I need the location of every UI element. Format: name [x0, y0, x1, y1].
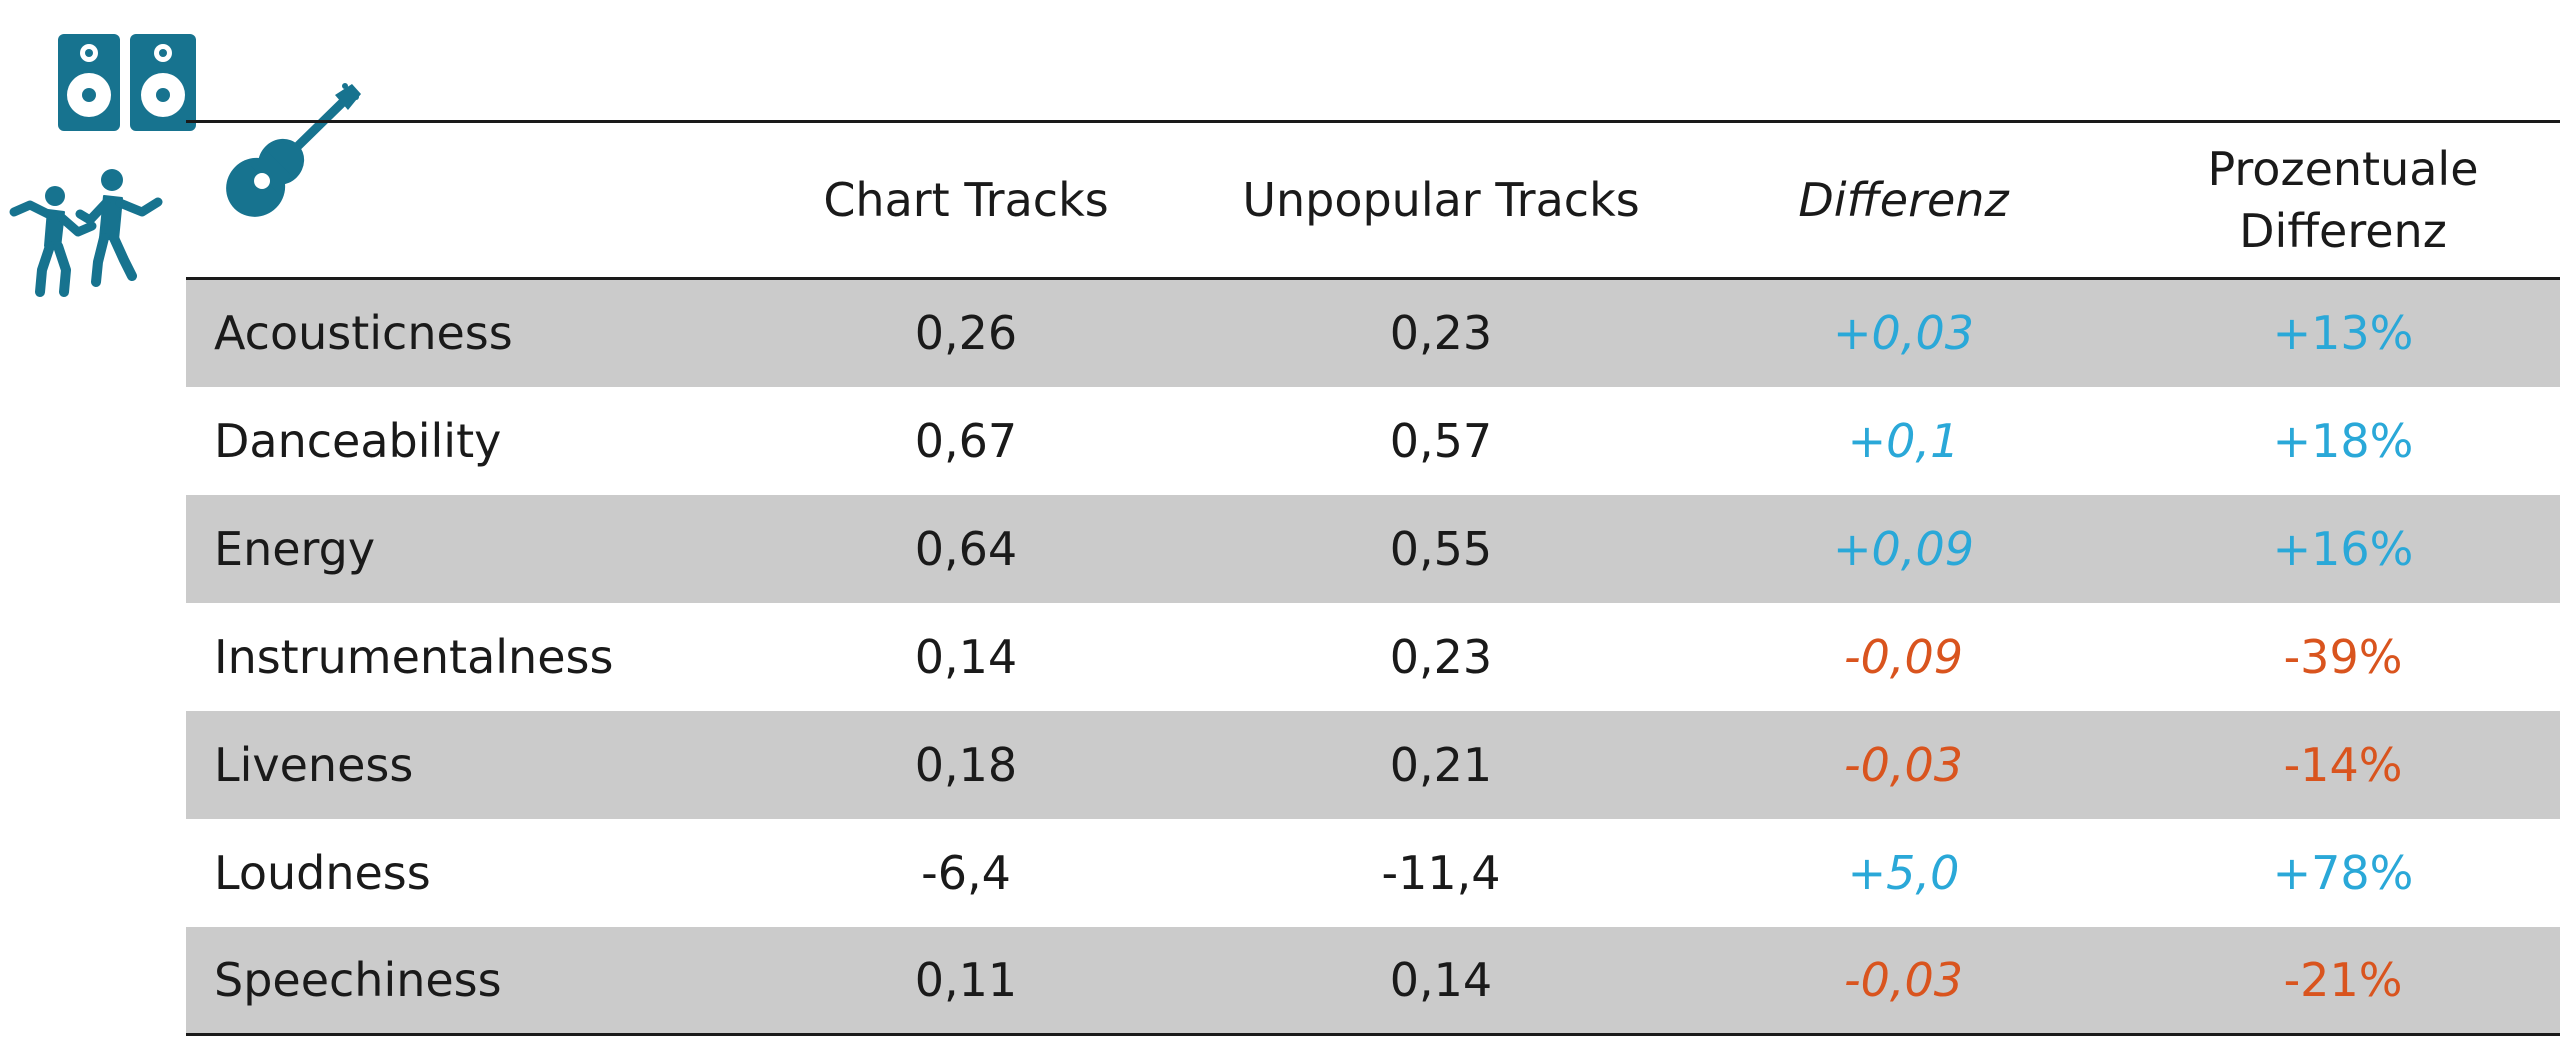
feature-label: Energy: [214, 521, 376, 576]
chart-tracks-value: -6,4: [921, 845, 1011, 900]
dancers-icon: [9, 169, 163, 297]
table-row: Liveness 0,18 0,21 -0,03 -14%: [186, 710, 2560, 819]
header-row: Chart Tracks Unpopular Tracks Differenz …: [186, 121, 2560, 279]
feature-label: Danceability: [214, 413, 502, 468]
unpopular-tracks-value: 0,55: [1389, 521, 1493, 576]
header-unpopular-tracks: Unpopular Tracks: [1242, 173, 1640, 227]
percent-difference-value: -21%: [2283, 952, 2403, 1007]
table-row: Danceability 0,67 0,57 +0,1 +18%: [186, 387, 2560, 495]
table-row: Energy 0,64 0,55 +0,09 +16%: [186, 494, 2560, 603]
difference-value: -0,03: [1843, 737, 1964, 792]
guitar-icon: [226, 83, 361, 217]
percent-difference-value: +13%: [2272, 306, 2414, 361]
percent-difference-value: +78%: [2272, 845, 2414, 900]
table-body: Acousticness 0,26 0,23 +0,03 +13% Danceabilit…: [186, 278, 2560, 1035]
unpopular-tracks-value: -11,4: [1381, 845, 1501, 900]
chart-tracks-value: 0,64: [914, 521, 1018, 576]
difference-value: +0,1: [1847, 413, 1960, 468]
unpopular-tracks-value: 0,23: [1389, 306, 1493, 361]
percent-difference-value: +16%: [2272, 521, 2414, 576]
difference-value: -0,03: [1843, 952, 1964, 1007]
header-feature: [186, 122, 731, 279]
chart-tracks-value: 0,11: [914, 952, 1018, 1007]
features-table-wrapper: Chart Tracks Unpopular Tracks Differenz …: [186, 120, 2560, 1037]
chart-tracks-value: 0,14: [914, 629, 1018, 684]
features-table: Chart Tracks Unpopular Tracks Differenz …: [186, 120, 2560, 1036]
chart-tracks-value: 0,18: [914, 737, 1018, 792]
table-header: Chart Tracks Unpopular Tracks Differenz …: [186, 121, 2560, 279]
table-row: Speechiness 0,11 0,14 -0,03 -21%: [186, 926, 2560, 1035]
speakers-icon: [58, 34, 196, 131]
percent-difference-value: -39%: [2283, 629, 2403, 684]
feature-label: Acousticness: [214, 306, 513, 361]
percent-difference-value: -14%: [2283, 737, 2403, 792]
feature-label: Speechiness: [214, 952, 502, 1007]
header-differenz: Differenz: [1798, 173, 2009, 227]
music-icons: [9, 34, 361, 297]
table-row: Acousticness 0,26 0,23 +0,03 +13%: [186, 278, 2560, 387]
feature-label: Liveness: [214, 737, 414, 792]
difference-value: +5,0: [1847, 845, 1960, 900]
feature-label: Instrumentalness: [214, 629, 614, 684]
difference-value: +0,09: [1833, 521, 1974, 576]
header-prozentuale-differenz: Prozentuale Differenz: [2207, 142, 2479, 258]
percent-difference-value: +18%: [2272, 413, 2414, 468]
difference-value: +0,03: [1833, 306, 1974, 361]
table-row: Instrumentalness 0,14 0,23 -0,09 -39%: [186, 603, 2560, 711]
table-row: Loudness -6,4 -11,4 +5,0 +78%: [186, 819, 2560, 927]
header-chart-tracks: Chart Tracks: [823, 173, 1109, 227]
unpopular-tracks-value: 0,23: [1389, 629, 1493, 684]
unpopular-tracks-value: 0,57: [1389, 413, 1493, 468]
chart-tracks-value: 0,26: [914, 306, 1018, 361]
feature-label: Loudness: [214, 845, 431, 900]
chart-tracks-value: 0,67: [914, 413, 1018, 468]
unpopular-tracks-value: 0,21: [1389, 737, 1493, 792]
unpopular-tracks-value: 0,14: [1389, 952, 1493, 1007]
difference-value: -0,09: [1843, 629, 1964, 684]
